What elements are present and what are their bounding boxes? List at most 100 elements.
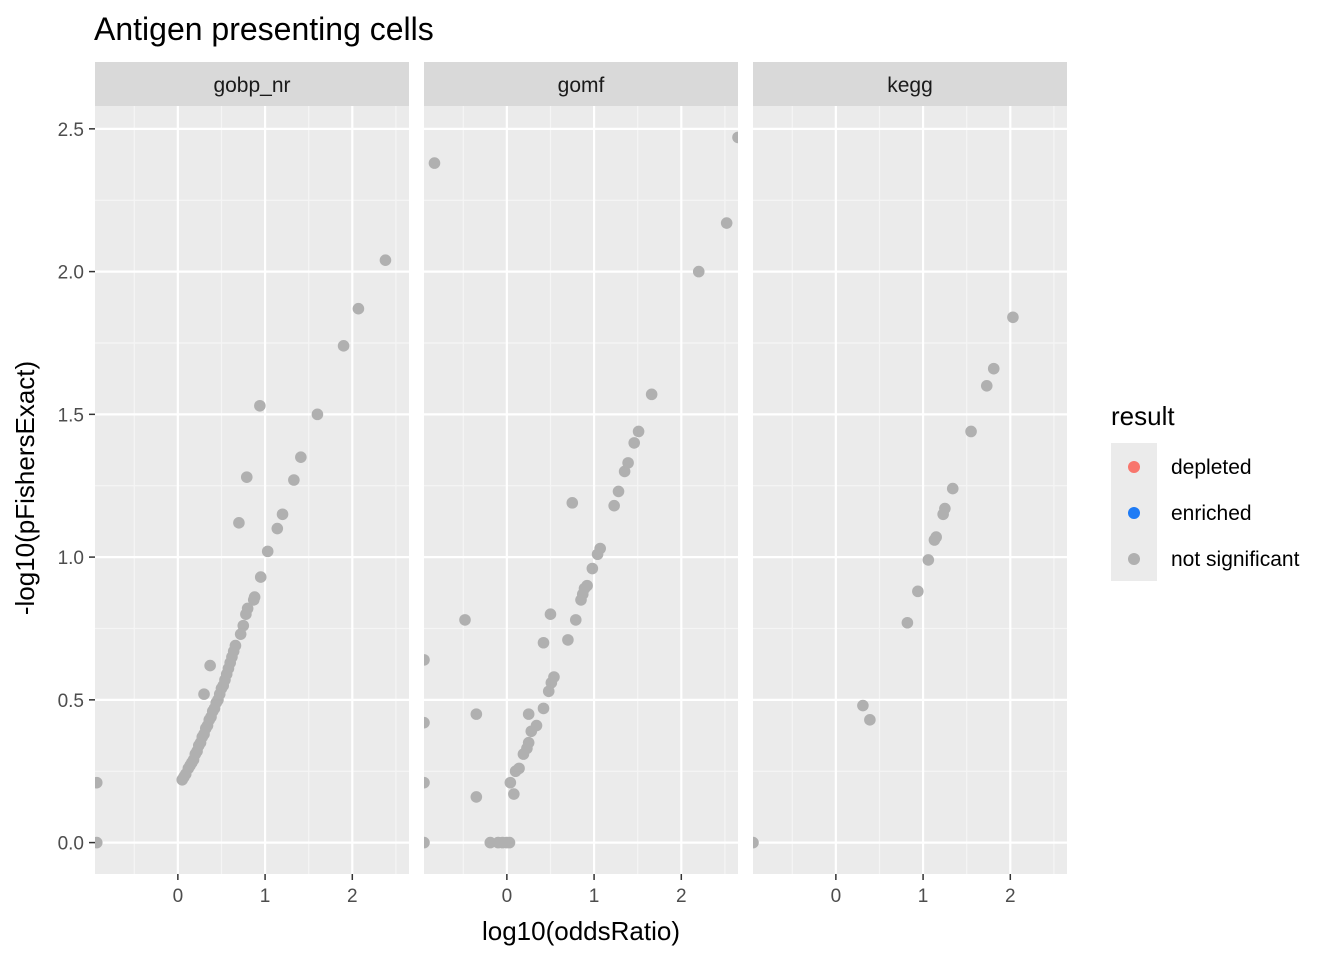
data-point bbox=[428, 157, 441, 169]
facet-strip-label: kegg bbox=[887, 74, 933, 97]
data-point bbox=[622, 457, 634, 469]
x-tick-label: 1 bbox=[260, 886, 271, 907]
facet-strip bbox=[753, 62, 1067, 106]
data-point bbox=[530, 719, 543, 732]
data-point bbox=[276, 508, 289, 521]
data-point bbox=[645, 388, 658, 401]
data-point bbox=[470, 708, 483, 720]
data-point bbox=[922, 554, 935, 566]
data-point bbox=[271, 522, 284, 535]
data-point bbox=[632, 425, 645, 438]
data-point bbox=[930, 531, 942, 543]
data-point bbox=[229, 639, 242, 652]
legend-key bbox=[1128, 553, 1140, 565]
data-point bbox=[248, 591, 261, 603]
x-tick-label: 0 bbox=[173, 886, 184, 907]
data-point bbox=[95, 836, 103, 849]
data-point bbox=[254, 399, 266, 412]
y-tick-label: 2.5 bbox=[58, 120, 84, 141]
x-tick-label: 2 bbox=[1005, 886, 1016, 907]
data-point bbox=[288, 474, 300, 486]
chart-title: Antigen presenting cells bbox=[94, 11, 434, 47]
y-tick-label: 2.0 bbox=[58, 263, 84, 284]
data-point bbox=[544, 608, 557, 620]
facet-panel-gobp_nr: gobp_nr 0 1 2 bbox=[95, 62, 409, 907]
legend-entry: enriched bbox=[1128, 502, 1252, 525]
data-point bbox=[857, 699, 869, 712]
data-point bbox=[459, 614, 471, 626]
x-tick-label: 2 bbox=[347, 886, 358, 907]
data-point bbox=[537, 702, 550, 715]
y-tick-label: 1.0 bbox=[58, 548, 84, 569]
data-point bbox=[513, 762, 525, 775]
facet-panel-kegg: kegg 0 1 2 bbox=[753, 62, 1067, 907]
data-point bbox=[594, 542, 606, 555]
x-axis-title: log10(oddsRatio) bbox=[482, 916, 680, 946]
legend-entry: depleted bbox=[1128, 456, 1252, 479]
facet-strip bbox=[424, 62, 738, 106]
x-tick-label: 1 bbox=[589, 886, 600, 907]
legend: result depleted enriched not significant bbox=[1111, 401, 1300, 581]
facet-panel-gomf: gomf 0 1 2 bbox=[424, 62, 738, 907]
data-point bbox=[337, 340, 350, 352]
legend-label: depleted bbox=[1171, 456, 1252, 479]
data-point bbox=[864, 714, 876, 726]
data-point bbox=[522, 736, 535, 749]
data-points bbox=[424, 131, 738, 849]
data-point bbox=[980, 379, 993, 392]
x-tick-label: 1 bbox=[918, 886, 929, 907]
data-point bbox=[946, 482, 959, 495]
data-point bbox=[424, 776, 430, 789]
data-point bbox=[965, 425, 977, 438]
data-points bbox=[753, 311, 1019, 849]
data-point bbox=[1007, 311, 1019, 324]
data-point bbox=[240, 471, 253, 483]
facet-panels: gobp_nr 0 1 2 gomf 0 1 2 kegg 0 1 2 bbox=[95, 62, 1067, 907]
data-point bbox=[254, 571, 267, 583]
data-point bbox=[424, 716, 430, 729]
y-axis-title: -log10(pFishersExact) bbox=[10, 361, 40, 615]
facet-strip-label: gobp_nr bbox=[213, 74, 290, 97]
legend-key bbox=[1128, 507, 1140, 519]
data-point bbox=[692, 265, 705, 278]
data-point bbox=[586, 562, 599, 575]
data-point bbox=[508, 788, 520, 800]
data-point bbox=[198, 688, 210, 700]
data-point bbox=[569, 614, 582, 626]
y-axis: 0.0 0.5 1.0 1.5 2.0 2.5 bbox=[58, 120, 95, 855]
data-point bbox=[261, 545, 274, 558]
data-point bbox=[470, 791, 483, 803]
data-point bbox=[237, 619, 250, 632]
y-tick-label: 0.0 bbox=[58, 834, 84, 855]
data-point bbox=[566, 497, 579, 509]
x-tick-label: 0 bbox=[831, 886, 842, 907]
data-point bbox=[233, 517, 245, 529]
data-point bbox=[612, 485, 625, 498]
data-point bbox=[311, 408, 324, 421]
data-point bbox=[562, 634, 574, 646]
y-tick-label: 1.5 bbox=[58, 405, 84, 426]
data-point bbox=[753, 836, 759, 849]
legend-key bbox=[1128, 461, 1140, 473]
panel-background bbox=[424, 106, 738, 874]
data-point bbox=[608, 499, 620, 512]
data-point bbox=[628, 437, 641, 449]
data-point bbox=[503, 836, 516, 849]
data-point bbox=[720, 217, 733, 229]
panel-background bbox=[95, 106, 409, 874]
data-point bbox=[352, 302, 365, 315]
data-point bbox=[939, 502, 951, 515]
y-tick-label: 0.5 bbox=[58, 691, 84, 712]
legend-label: not significant bbox=[1171, 548, 1300, 571]
data-point bbox=[504, 776, 517, 789]
data-point bbox=[241, 602, 254, 615]
data-point bbox=[424, 836, 430, 849]
data-point bbox=[522, 708, 535, 720]
legend-entry: not significant bbox=[1128, 548, 1300, 571]
data-point bbox=[732, 131, 738, 144]
x-tick-label: 0 bbox=[502, 886, 513, 907]
data-points bbox=[95, 254, 392, 849]
data-point bbox=[901, 616, 914, 629]
data-point bbox=[424, 654, 430, 666]
